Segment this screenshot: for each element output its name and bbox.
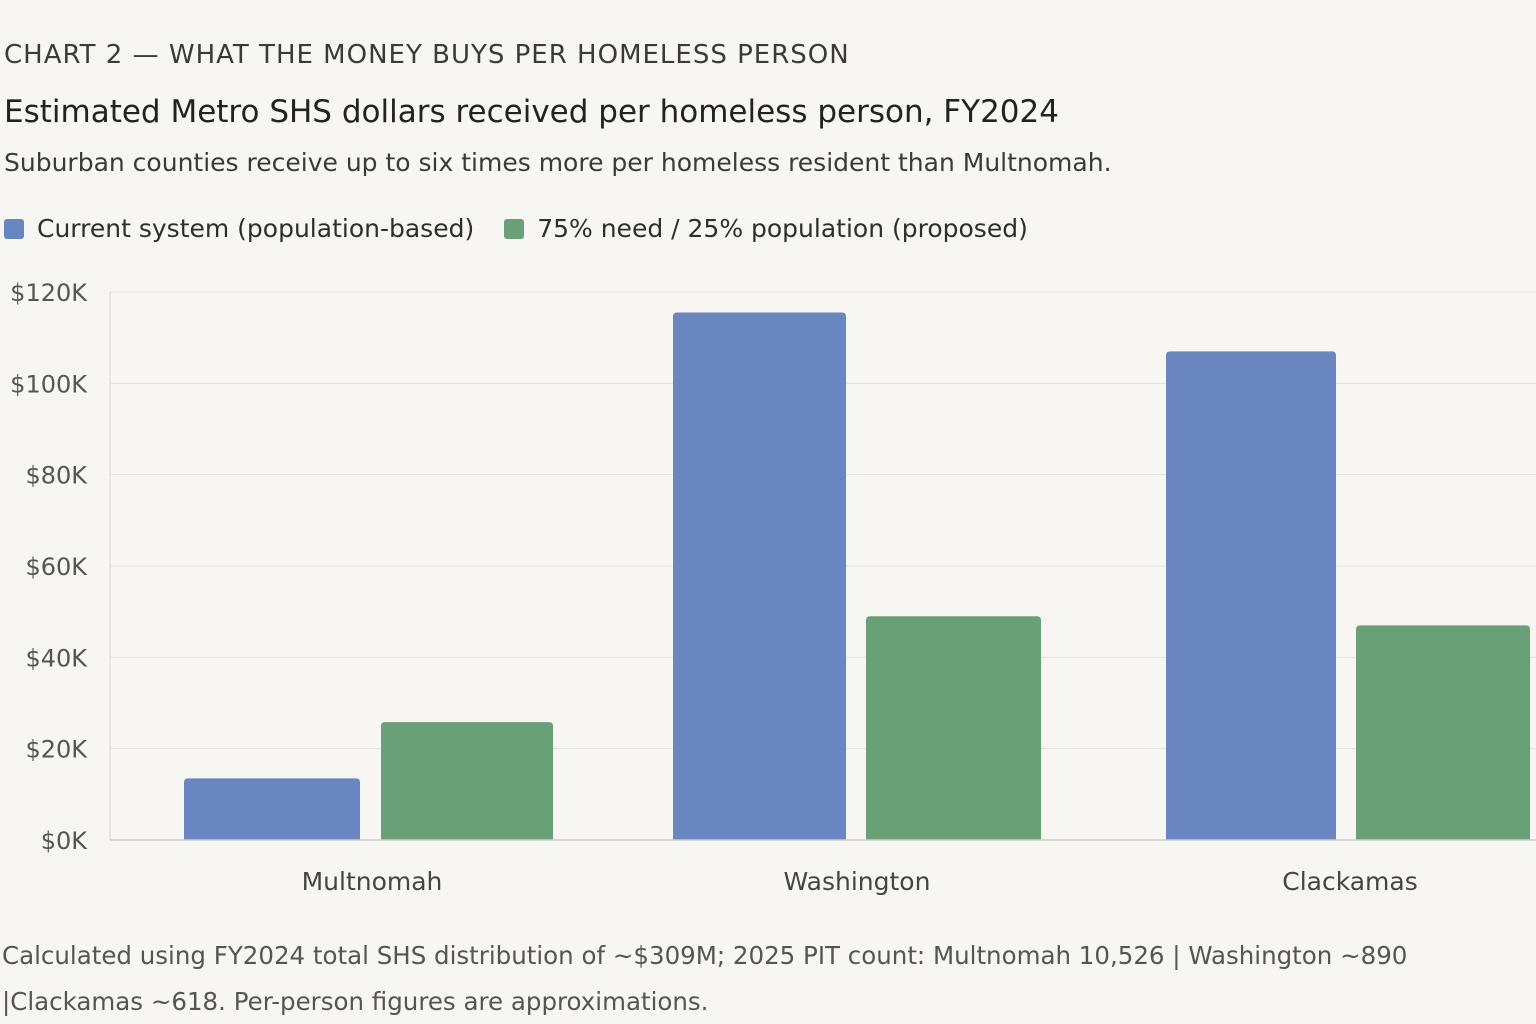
y-tick-label: $60K [25,553,88,581]
y-tick-label: $120K [10,279,88,307]
x-tick-label: Clackamas [1282,867,1418,896]
legend-swatch-proposed [504,218,525,239]
y-tick-label: $80K [25,462,88,490]
chart-eyebrow: CHART 2 — WHAT THE MONEY BUYS PER HOMELE… [4,40,850,70]
legend-label-proposed: 75% need / 25% population (proposed) [537,214,1028,243]
legend-swatch-current [4,218,24,239]
y-tick-label: $20K [25,736,88,764]
x-tick-label: Washington [784,867,931,896]
bar-clackamas-series-1 [1166,351,1336,840]
bar-washington-series-2 [866,616,1041,840]
legend-item-current: Current system (population-based) [4,214,474,243]
bar-clackamas-series-2 [1356,625,1530,840]
bar-multnomah-series-1 [184,778,360,840]
chart-title: Estimated Metro SHS dollars received per… [4,94,1059,130]
legend-label-current: Current system (population-based) [37,214,475,243]
y-tick-label: $0K [41,827,89,855]
chart-subtitle: Suburban counties receive up to six time… [4,148,1112,177]
y-tick-label: $100K [10,370,88,398]
legend-item-proposed: 75% need / 25% population (proposed) [504,214,1028,243]
chart-footnote: Calculated using FY2024 total SHS distri… [2,941,1408,1016]
x-tick-label: Multnomah [302,867,443,896]
bar-multnomah-series-2 [381,722,553,840]
chart-legend: Current system (population-based) 75% ne… [4,214,1058,243]
y-tick-label: $40K [25,644,88,672]
bar-washington-series-1 [673,312,846,840]
